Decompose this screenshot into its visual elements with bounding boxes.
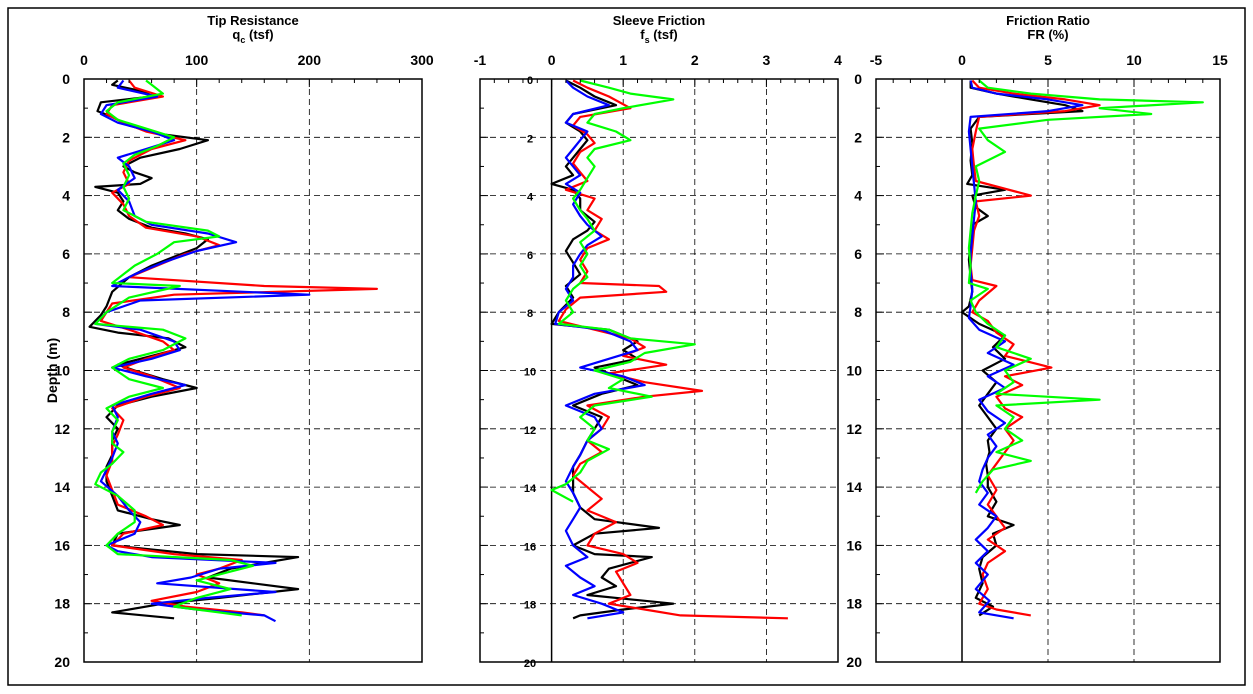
friction-ratio-ytick-label: 6 bbox=[854, 246, 862, 262]
friction-ratio-xlabel: FR (%) bbox=[1027, 27, 1068, 42]
tip-resistance-series-1-line bbox=[88, 79, 300, 620]
friction-ratio-ytick-label: 16 bbox=[846, 537, 862, 553]
sleeve-friction-ytick-label: 8 bbox=[527, 308, 533, 320]
sleeve-friction-xtick-label: 3 bbox=[763, 52, 771, 68]
tip-resistance-ytick-label: 8 bbox=[62, 304, 70, 320]
tip-resistance-xtick-label: 0 bbox=[80, 52, 88, 68]
friction-ratio-ytick-label: 10 bbox=[846, 363, 862, 379]
tip-resistance-ytick-label: 16 bbox=[54, 537, 70, 553]
friction-ratio-xtick-label: 0 bbox=[958, 52, 966, 68]
friction-ratio-series-2-line bbox=[969, 79, 1101, 617]
tip-resistance-panel: 0 100 200 300 0 2 4 6 8 10 12 14 16 18 20 Tip Resistanc… bbox=[44, 13, 434, 670]
friction-ratio-xtick-label: 10 bbox=[1126, 52, 1142, 68]
friction-ratio-xtick-label: -5 bbox=[870, 52, 883, 68]
sleeve-friction-ytick-label: 14 bbox=[524, 483, 537, 495]
sleeve-friction-ytick-label: 12 bbox=[524, 425, 536, 437]
friction-ratio-panel: -5 0 5 10 15 0 2 4 6 8 10 12 14 16 18 20 Friction RatioF… bbox=[846, 13, 1228, 670]
tip-resistance-xtick-label: 100 bbox=[185, 52, 209, 68]
friction-ratio-ytick-label: 8 bbox=[854, 304, 862, 320]
friction-ratio-ytick-label: 4 bbox=[854, 188, 862, 204]
sleeve-friction-xtick-label: 4 bbox=[834, 52, 842, 68]
sleeve-friction-xtick-label: -1 bbox=[474, 52, 487, 68]
tip-resistance-ytick-label: 12 bbox=[54, 421, 70, 437]
friction-ratio-series-3-line bbox=[967, 80, 1084, 620]
sleeve-friction-xtick-label: 2 bbox=[691, 52, 699, 68]
sleeve-friction-ytick-label: 6 bbox=[527, 250, 533, 262]
tip-resistance-xtick-label: 200 bbox=[298, 52, 322, 68]
tip-resistance-title: Tip Resistance bbox=[207, 13, 299, 28]
tip-resistance-xlabel: qc (tsf) bbox=[232, 27, 273, 45]
friction-ratio-ytick-label: 2 bbox=[854, 129, 862, 145]
sleeve-friction-ytick-label: 10 bbox=[524, 367, 536, 379]
friction-ratio-ytick-label: 14 bbox=[846, 479, 862, 495]
tip-resistance-ytick-label: 20 bbox=[54, 654, 70, 670]
friction-ratio-ytick-label: 20 bbox=[846, 654, 862, 670]
sleeve-friction-series-2-line bbox=[557, 79, 788, 620]
sleeve-friction-xlabel: fs (tsf) bbox=[640, 27, 678, 45]
sleeve-friction-ytick-label: 2 bbox=[527, 133, 533, 145]
tip-resistance-ytick-label: 2 bbox=[62, 129, 70, 145]
friction-ratio-title: Friction Ratio bbox=[1006, 13, 1090, 28]
sleeve-friction-series-3-line bbox=[554, 79, 646, 620]
sleeve-friction-ytick-label: 16 bbox=[524, 541, 536, 553]
tip-resistance-xtick-label: 300 bbox=[410, 52, 434, 68]
tip-resistance-series-2-line bbox=[99, 79, 378, 617]
sleeve-friction-ytick-label: 0 bbox=[527, 75, 533, 87]
friction-ratio-ytick-label: 0 bbox=[854, 71, 862, 87]
friction-ratio-series-4-line bbox=[967, 79, 1204, 494]
tip-resistance-ylabel: Depth (m) bbox=[44, 338, 60, 403]
friction-ratio-ytick-label: 18 bbox=[846, 596, 862, 612]
tip-resistance-ytick-label: 4 bbox=[62, 188, 70, 204]
sleeve-friction-series-4-line bbox=[550, 79, 696, 503]
sleeve-friction-ytick-label: 18 bbox=[524, 600, 536, 612]
sleeve-friction-series-1-line bbox=[550, 79, 675, 620]
tip-resistance-ytick-label: 6 bbox=[62, 246, 70, 262]
sleeve-friction-ytick-label: 20 bbox=[524, 658, 536, 670]
tip-resistance-ytick-label: 10 bbox=[54, 363, 70, 379]
tip-resistance-ytick-label: 18 bbox=[54, 596, 70, 612]
tip-resistance-ytick-label: 0 bbox=[62, 71, 70, 87]
sleeve-friction-xtick-label: 0 bbox=[548, 52, 556, 68]
tip-resistance-series-4-line bbox=[94, 79, 255, 617]
sleeve-friction-title: Sleeve Friction bbox=[613, 13, 706, 28]
friction-ratio-ytick-label: 12 bbox=[846, 421, 862, 437]
friction-ratio-xtick-label: 5 bbox=[1044, 52, 1052, 68]
sleeve-friction-ytick-label: 4 bbox=[527, 192, 534, 204]
tip-resistance-ytick-label: 14 bbox=[54, 479, 70, 495]
sleeve-friction-xtick-label: 1 bbox=[619, 52, 627, 68]
friction-ratio-xtick-label: 15 bbox=[1212, 52, 1228, 68]
